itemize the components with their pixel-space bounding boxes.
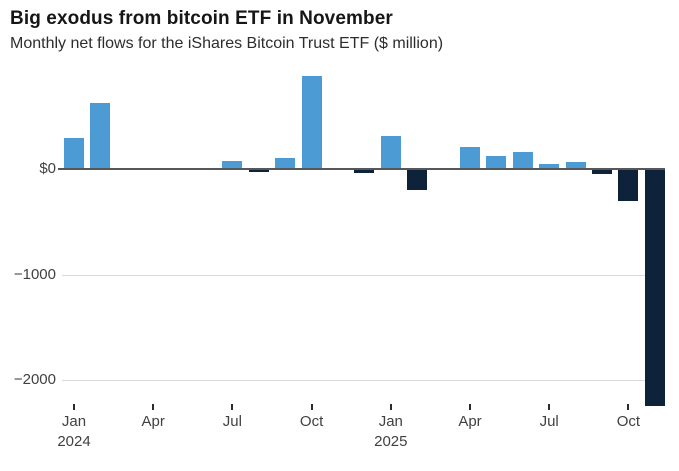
bar — [644, 170, 665, 407]
year-label: 2024 — [57, 433, 91, 450]
bar — [248, 170, 269, 172]
bar — [354, 170, 375, 174]
x-tick — [310, 404, 313, 410]
bar — [618, 170, 639, 202]
bar — [90, 103, 111, 169]
bar — [275, 157, 296, 169]
y-tick-label: −1000 — [13, 266, 56, 283]
x-tick — [548, 404, 551, 410]
x-tick-label: Jul — [222, 413, 242, 430]
bar — [380, 135, 401, 169]
bar — [539, 164, 560, 169]
x-tick — [152, 404, 155, 410]
x-tick-label: Apr — [141, 413, 165, 430]
bar — [486, 155, 507, 169]
x-tick-label: Jan — [61, 413, 87, 430]
x-tick-label: Apr — [458, 413, 482, 430]
bar — [565, 161, 586, 169]
bar — [64, 137, 84, 169]
bar — [512, 152, 533, 169]
chart-subtitle: Monthly net flows for the iShares Bitcoi… — [10, 35, 444, 52]
bar — [460, 146, 480, 169]
y-gridline — [62, 380, 665, 381]
x-tick-label: Jan — [378, 413, 403, 430]
bar — [407, 170, 428, 190]
y-gridline — [62, 275, 665, 276]
y-tick-label: $0 — [39, 160, 56, 177]
bar — [301, 76, 322, 169]
x-tick — [389, 404, 392, 410]
x-tick-label: Jul — [539, 413, 559, 430]
zero-axis-line — [58, 168, 665, 170]
chart-title: Big exodus from bitcoin ETF in November — [10, 8, 393, 29]
x-tick-label: Oct — [299, 413, 324, 430]
x-tick — [231, 404, 234, 410]
year-label: 2025 — [374, 433, 408, 450]
bar — [222, 160, 243, 169]
y-tick-label: −2000 — [13, 371, 56, 388]
x-tick-label: Oct — [616, 413, 641, 430]
x-tick — [469, 404, 471, 410]
bar — [592, 170, 612, 175]
x-tick — [627, 404, 630, 410]
x-tick — [73, 404, 75, 410]
